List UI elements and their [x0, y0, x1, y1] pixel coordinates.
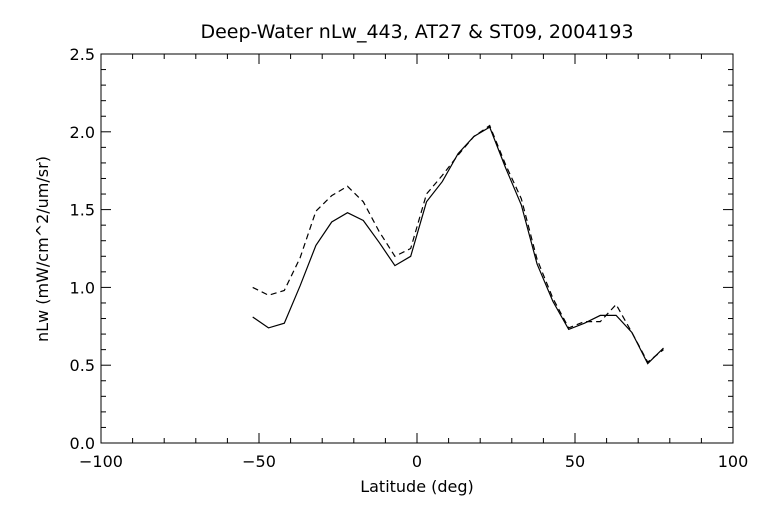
y-tick-labels: 0.0 0.5 1.0 1.5 2.0 2.5 [70, 45, 95, 453]
series-layer [252, 124, 664, 365]
x-tick-label: −100 [79, 452, 123, 471]
x-tick-label: 100 [718, 452, 749, 471]
series-line-solid [252, 126, 664, 365]
x-tick-labels: −100 −50 0 50 100 [79, 452, 748, 471]
x-axis-label: Latitude (deg) [360, 477, 474, 496]
y-axis-label: nLw (mW/cm^2/um/sr) [33, 156, 52, 342]
plot-frame [100, 53, 734, 444]
axis-ticks [100, 53, 734, 444]
x-tick-label: 0 [412, 452, 422, 471]
y-tick-label: 2.5 [70, 45, 95, 64]
chart-title: Deep-Water nLw_443, AT27 & ST09, 2004193 [200, 21, 633, 43]
x-tick-label: 50 [565, 452, 585, 471]
y-tick-label: 0.0 [70, 434, 95, 453]
series-line-dashed [252, 124, 664, 364]
y-tick-label: 0.5 [70, 356, 95, 375]
y-tick-label: 1.0 [70, 278, 95, 297]
x-tick-label: −50 [242, 452, 276, 471]
y-tick-label: 2.0 [70, 123, 95, 142]
y-tick-label: 1.5 [70, 201, 95, 220]
